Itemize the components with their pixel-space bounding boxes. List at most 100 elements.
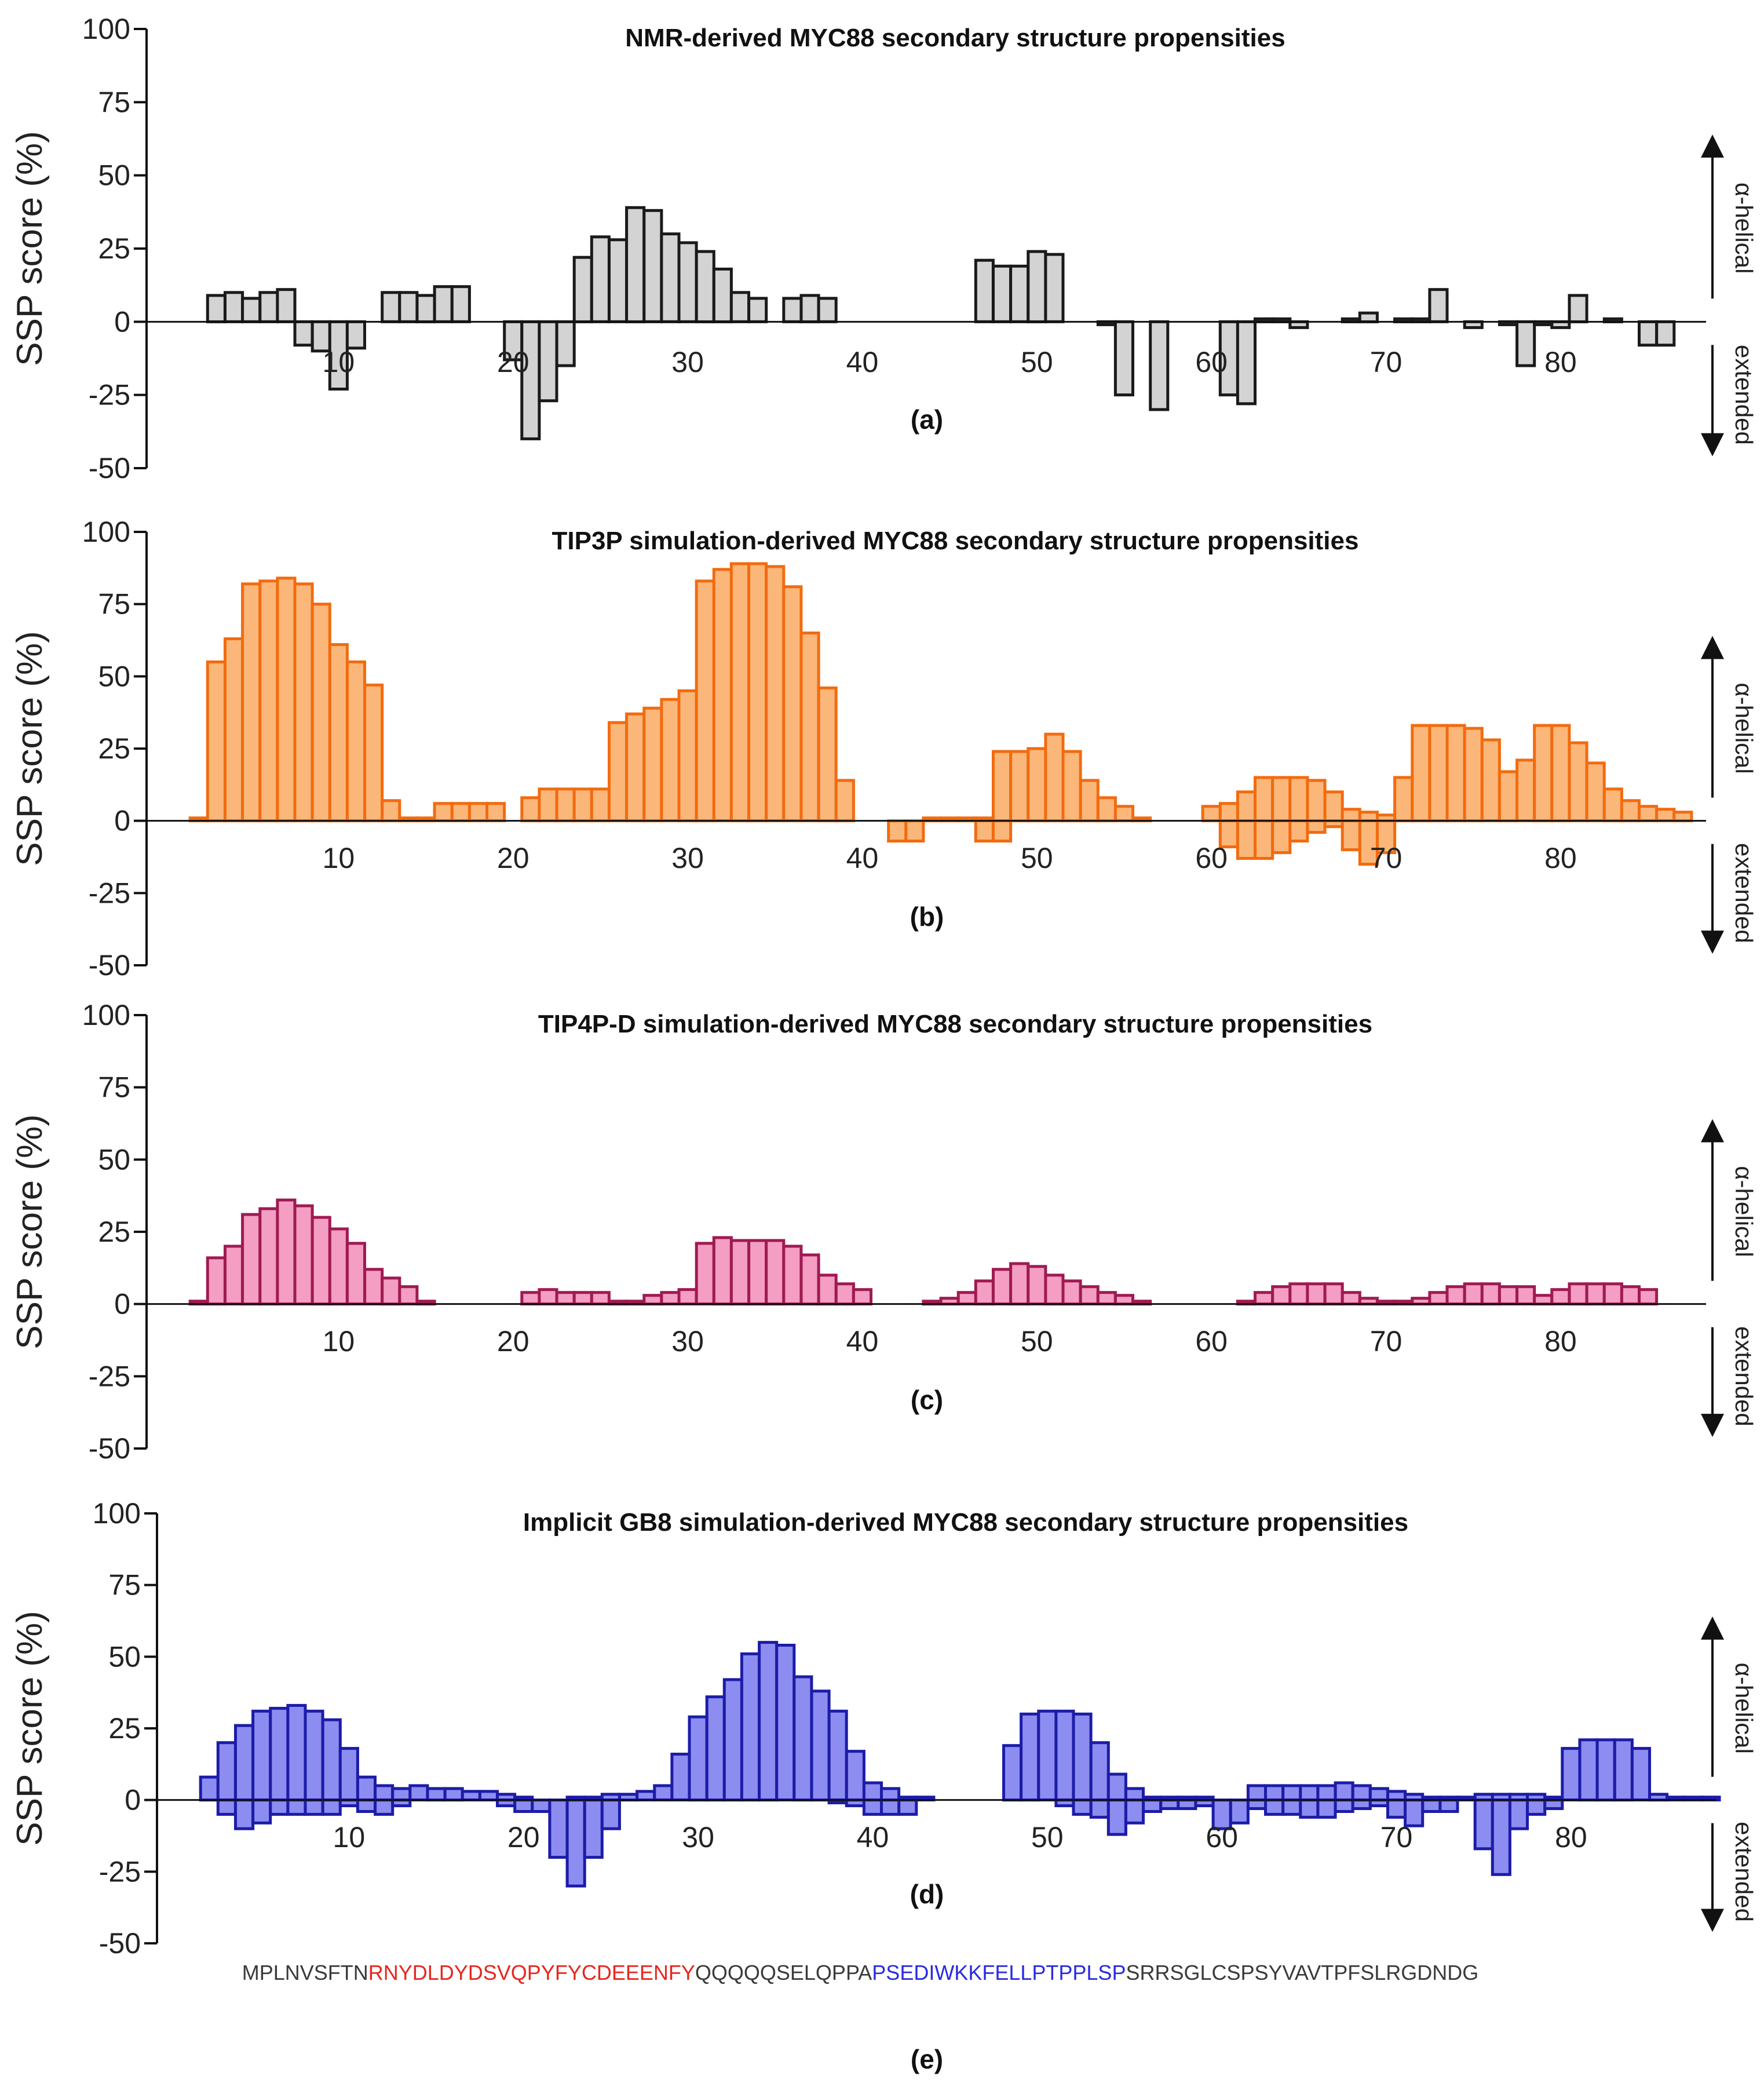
bar: [1463, 1282, 1484, 1306]
bar: [1096, 796, 1117, 823]
bar: [538, 320, 558, 403]
bar: [356, 1775, 377, 1802]
bar: [269, 1706, 290, 1802]
series-helical: [199, 1641, 1721, 1802]
bar: [625, 206, 646, 323]
bar: [747, 297, 768, 323]
bar: [1526, 1798, 1547, 1816]
bar: [258, 1207, 279, 1306]
bar: [1254, 1291, 1274, 1306]
bar: [426, 1787, 447, 1802]
bar: [1323, 1282, 1344, 1306]
bar: [677, 689, 698, 823]
y-tick-label: 75: [98, 588, 130, 621]
y-tick-label: -50: [89, 452, 130, 484]
bar: [1620, 799, 1641, 823]
bar: [608, 238, 629, 323]
sequence-segment-4: PSEDIWKKFELLPTPPLSP: [872, 1961, 1126, 1984]
bar: [1498, 1285, 1518, 1306]
x-tick-label: 40: [846, 346, 879, 378]
x-tick-label: 80: [1544, 346, 1577, 378]
bar: [1089, 1798, 1110, 1819]
bar: [415, 294, 436, 323]
chart-title: TIP3P simulation-derived MYC88 secondary…: [552, 527, 1359, 555]
bar: [1113, 805, 1135, 823]
bar: [1655, 320, 1676, 347]
bar: [548, 1798, 569, 1859]
bar: [374, 1784, 395, 1802]
y-tick-label: 25: [98, 1216, 130, 1248]
bar: [904, 819, 925, 843]
bar: [974, 819, 995, 843]
sequence-segment-3: QQQQQSELQPPA: [695, 1961, 872, 1984]
y-tick-label: 50: [98, 159, 130, 192]
bar: [1341, 1291, 1361, 1306]
bar: [1089, 1741, 1110, 1802]
bar: [670, 1753, 691, 1802]
extended-label: extended: [1730, 345, 1758, 445]
bar: [1271, 1285, 1292, 1306]
extended-label: extended: [1730, 1822, 1758, 1922]
chart-panel-b: 100 75 50 25 0 -25 -50 SSP score (%) TIP3P simul…: [10, 516, 1758, 982]
bar: [1061, 1279, 1082, 1306]
bar: [1288, 819, 1309, 843]
bar: [817, 686, 838, 823]
bar: [224, 291, 244, 323]
sequence-segment-1: MPLNVSFTN: [242, 1961, 368, 1984]
bar: [1533, 724, 1554, 823]
bar: [258, 291, 279, 323]
bar: [1264, 1798, 1285, 1816]
x-tick-label: 30: [682, 1821, 714, 1854]
bar: [1638, 805, 1659, 823]
bar: [1602, 1282, 1623, 1306]
bar: [216, 1798, 237, 1816]
bar: [852, 1288, 873, 1306]
y-tick-label: 100: [82, 13, 130, 45]
bar: [974, 1279, 995, 1306]
bar: [206, 1256, 227, 1306]
x-tick-label: 20: [507, 1821, 540, 1854]
bar: [775, 1644, 796, 1802]
y-tick-label: 75: [98, 86, 130, 118]
bar: [1079, 779, 1100, 823]
bar: [1027, 747, 1047, 823]
y-tick-label: 25: [108, 1712, 141, 1745]
chart-title: Implicit GB8 simulation-derived MYC88 se…: [523, 1508, 1408, 1537]
bar: [810, 1690, 831, 1802]
bar: [1079, 1285, 1100, 1306]
bar: [1264, 1784, 1285, 1802]
bar: [887, 819, 908, 843]
bar: [485, 802, 506, 823]
bar: [765, 565, 786, 823]
bar: [642, 209, 663, 323]
bar: [293, 1204, 314, 1306]
bar: [642, 1294, 663, 1306]
bar: [1428, 288, 1449, 323]
x-tick-label: 50: [1021, 1325, 1053, 1358]
bar: [531, 1798, 552, 1813]
bar: [391, 1798, 412, 1808]
bar: [1421, 1798, 1442, 1813]
x-tick-label: 80: [1544, 1325, 1577, 1358]
bar: [572, 1291, 593, 1306]
bar: [1271, 819, 1292, 855]
bar: [974, 258, 995, 323]
bar: [1020, 1712, 1040, 1802]
y-tick-label: -25: [89, 877, 130, 909]
bar: [834, 779, 855, 823]
helical-label: α-helical: [1730, 1166, 1758, 1257]
bar: [572, 787, 593, 823]
bar: [1218, 819, 1239, 849]
bar: [992, 1268, 1013, 1306]
bar: [293, 320, 314, 347]
bar: [712, 568, 733, 823]
bar: [538, 1288, 558, 1306]
bar: [695, 579, 715, 823]
bar: [1508, 1798, 1529, 1830]
bar: [1368, 1798, 1389, 1808]
bar: [1149, 320, 1170, 411]
series-helical: [188, 562, 1693, 823]
bar: [555, 787, 576, 823]
y-tick-label: -25: [89, 379, 130, 411]
bar: [1480, 738, 1501, 823]
